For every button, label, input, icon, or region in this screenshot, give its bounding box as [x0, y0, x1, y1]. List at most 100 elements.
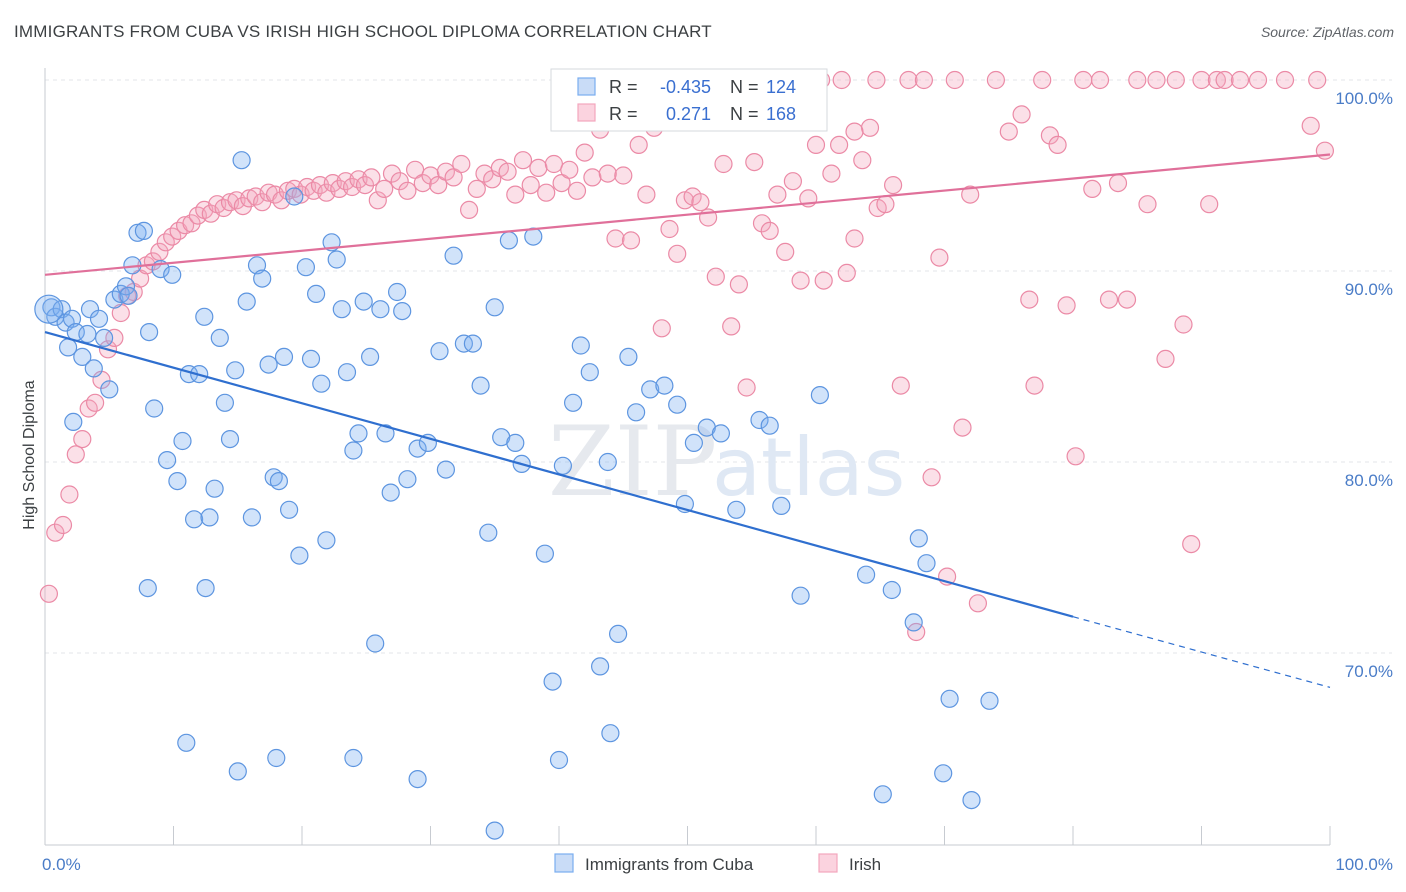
stats-r-value-cuba: -0.435: [660, 77, 711, 97]
cuba-point: [301, 349, 321, 368]
irish-point: [1012, 105, 1031, 124]
irish-point: [1207, 70, 1227, 90]
cuba-point: [408, 769, 427, 789]
cuba-point: [934, 764, 953, 783]
irish-point: [832, 70, 851, 90]
legend-swatch-irish: [818, 853, 838, 873]
cuba-point: [78, 324, 97, 344]
irish-point: [845, 122, 864, 141]
irish-point: [822, 164, 841, 183]
series-cuba-points: [34, 151, 999, 840]
cuba-point: [711, 424, 731, 443]
cuba-point: [750, 410, 769, 430]
cuba-point: [543, 672, 562, 691]
cuba-point: [641, 380, 660, 399]
irish-point: [1025, 376, 1044, 395]
y-tick-label: 70.0%: [1345, 662, 1393, 681]
irish-point: [668, 244, 687, 263]
irish-point: [629, 135, 648, 154]
irish-point: [914, 70, 934, 90]
cuba-point: [173, 431, 192, 451]
cuba-point: [290, 546, 309, 565]
irish-point: [1192, 70, 1211, 90]
irish-point: [853, 151, 872, 170]
cuba-point: [232, 151, 251, 170]
irish-point: [837, 263, 856, 282]
cuba-point: [196, 578, 215, 598]
irish-point: [1033, 70, 1052, 90]
cuba-point: [237, 292, 256, 311]
irish-point: [1099, 290, 1119, 309]
cuba-point: [601, 724, 620, 743]
irish-point: [1083, 179, 1102, 198]
irish-point: [513, 151, 533, 170]
irish-point: [398, 181, 417, 200]
irish-point: [421, 166, 440, 185]
cuba-point: [226, 361, 245, 380]
cuba-point: [158, 451, 177, 470]
cuba-point: [506, 433, 525, 452]
stats-n-label-cuba: N =: [730, 77, 759, 97]
irish-point: [382, 164, 402, 183]
cuba-trend-extension: [1072, 616, 1331, 688]
irish-point: [521, 176, 540, 195]
cuba-point: [344, 748, 363, 768]
cuba-point: [195, 307, 214, 326]
cuba-point: [210, 328, 229, 347]
x-tick-label: 0.0%: [42, 855, 81, 874]
cuba-point: [485, 298, 504, 317]
irish-point: [930, 248, 949, 267]
irish-point: [39, 584, 59, 603]
irish-point: [776, 242, 795, 261]
irish-point: [1074, 70, 1093, 90]
irish-point: [883, 176, 903, 195]
cuba-point: [626, 403, 646, 422]
irish-point: [1166, 70, 1185, 90]
cuba-point: [312, 374, 331, 393]
cuba-point: [571, 336, 590, 355]
cuba-point: [553, 456, 573, 475]
irish-point: [1315, 141, 1335, 160]
cuba-point: [549, 750, 569, 770]
cuba-point: [598, 452, 617, 472]
cuba-point: [220, 430, 240, 449]
cuba-point: [296, 258, 315, 277]
irish-trend-line: [44, 153, 1331, 276]
irish-point: [953, 418, 972, 437]
cuba-point: [205, 479, 224, 498]
cuba-point: [332, 300, 351, 319]
cuba-point: [436, 460, 455, 479]
stats-r-value-irish: 0.271: [666, 104, 711, 124]
irish-point: [506, 185, 525, 204]
cuba-point: [168, 472, 187, 491]
cuba-point: [185, 510, 204, 529]
cuba-point: [655, 376, 674, 395]
irish-point: [891, 376, 910, 395]
cuba-point: [917, 554, 936, 573]
cuba-point: [485, 821, 504, 840]
irish-point: [429, 176, 448, 195]
irish-point: [714, 154, 733, 174]
cuba-point: [349, 424, 368, 443]
cuba-point: [760, 416, 779, 435]
cuba-point: [354, 292, 373, 311]
irish-point: [1301, 116, 1320, 135]
irish-point: [845, 229, 864, 248]
irish-point: [760, 221, 779, 240]
cuba-point: [882, 580, 901, 600]
cuba-point: [119, 286, 138, 305]
cuba-point: [267, 748, 286, 768]
irish-point: [1230, 70, 1250, 90]
cuba-point: [940, 689, 959, 708]
stats-n-label-irish: N =: [730, 104, 759, 124]
irish-point: [1138, 195, 1157, 214]
cuba-point: [177, 733, 196, 752]
irish-point: [1200, 195, 1219, 214]
irish-point: [560, 160, 579, 179]
cuba-point: [980, 691, 999, 710]
cuba-point: [463, 334, 482, 353]
irish-point: [1147, 70, 1166, 90]
irish-point: [791, 271, 810, 290]
irish-point: [1182, 534, 1201, 554]
